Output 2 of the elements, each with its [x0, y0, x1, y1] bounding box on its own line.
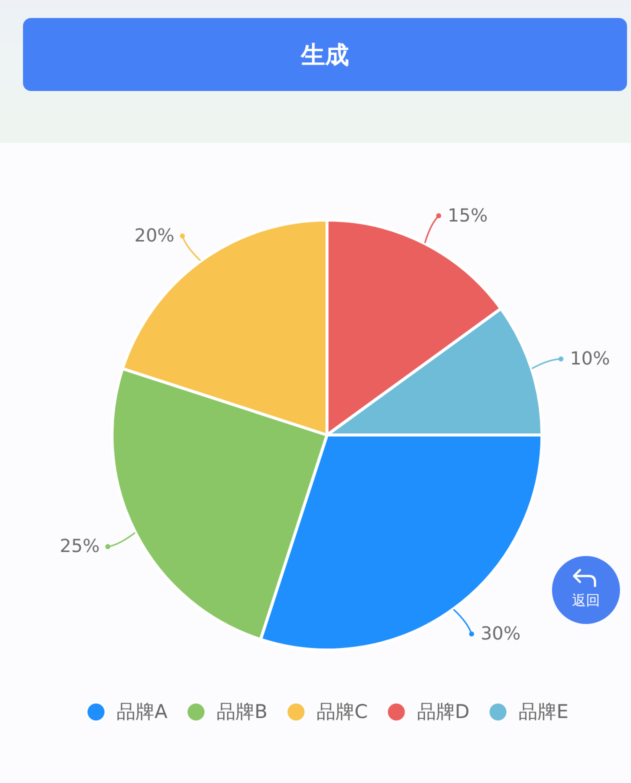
back-button: 返回 — [552, 556, 620, 624]
button: 生成 — [23, 18, 627, 91]
